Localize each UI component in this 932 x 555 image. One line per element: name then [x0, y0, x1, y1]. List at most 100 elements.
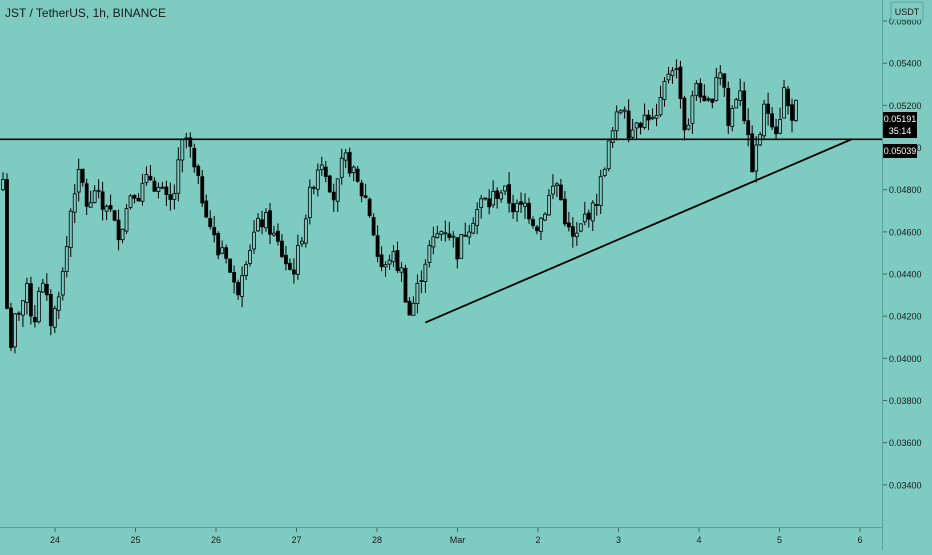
candle-body — [566, 222, 571, 228]
candle-body — [586, 212, 591, 220]
candle-body — [535, 226, 539, 232]
candle-body — [523, 202, 527, 207]
candle-body — [140, 182, 145, 202]
currency-box[interactable] — [890, 1, 924, 21]
candle-body — [13, 313, 17, 348]
candle-body — [383, 264, 388, 268]
price-scale[interactable]: 0.056000.054000.052000.050000.048000.046… — [883, 17, 922, 491]
candle-body — [622, 109, 627, 112]
candle-body — [200, 176, 205, 204]
candle-body — [658, 96, 663, 116]
candle-body — [682, 97, 687, 131]
candle-body — [706, 98, 711, 101]
candle-body — [630, 129, 635, 138]
candle-body — [539, 217, 543, 232]
x-tick-label: 27 — [291, 535, 301, 545]
candle-body — [291, 269, 296, 275]
candle-body — [551, 185, 555, 195]
candle-body — [547, 195, 551, 216]
candle-body — [339, 157, 344, 178]
candle-body — [64, 246, 69, 272]
candle-body — [427, 245, 432, 263]
candle-body — [515, 202, 519, 212]
candle-body — [654, 115, 659, 119]
candle-body — [172, 193, 177, 200]
candle-body — [68, 210, 73, 249]
candle-body — [694, 83, 699, 96]
candle-body — [204, 200, 209, 218]
candle-body — [531, 219, 535, 227]
candle-body — [371, 216, 376, 236]
candle-body — [730, 108, 735, 127]
candle-body — [72, 193, 77, 213]
candle-body — [503, 185, 508, 192]
candle-body — [399, 267, 404, 273]
candle-body — [132, 194, 137, 199]
candle-body — [288, 262, 292, 270]
candle-body — [160, 186, 165, 189]
time-scale[interactable]: 24 25 26 27 28 Mar 2 3 4 5 6 — [50, 528, 863, 545]
currency-label: USDT — [895, 7, 920, 17]
candle-body — [88, 202, 93, 208]
candle-body — [228, 258, 233, 273]
countdown-label: 35:14 — [889, 126, 912, 136]
x-tick-label: 3 — [616, 535, 621, 545]
candle-body — [176, 159, 181, 194]
candle-body — [116, 219, 121, 241]
candle-body — [555, 183, 559, 187]
candle-body — [244, 264, 248, 276]
candle-body — [108, 205, 113, 210]
y-tick-label: 0.05200 — [889, 101, 922, 111]
candle-body — [52, 308, 57, 328]
candle-body — [439, 231, 444, 235]
candle-body — [594, 204, 599, 206]
candle-body — [479, 198, 484, 208]
candle-body — [794, 99, 798, 121]
last-price-label: 0.05191 — [884, 114, 917, 124]
candle-body — [770, 113, 774, 128]
candle-body — [60, 270, 65, 296]
candle-body — [786, 88, 790, 107]
candle-body — [303, 218, 308, 244]
candle-body — [168, 194, 173, 200]
candle-body — [240, 275, 244, 297]
candle-body — [467, 231, 472, 238]
candle-body — [650, 116, 655, 120]
candle-body — [746, 120, 751, 136]
candle-body — [284, 254, 288, 265]
candle-body — [578, 223, 583, 232]
candle-body — [543, 213, 547, 221]
candle-body — [280, 240, 284, 258]
candle-body — [17, 312, 21, 315]
candle-body — [323, 166, 328, 177]
candle-body — [335, 178, 340, 202]
drawings-layer — [0, 138, 882, 324]
x-tick-label: 6 — [857, 535, 862, 545]
candle-body — [742, 90, 747, 122]
candle-body — [570, 226, 575, 237]
candle-body — [790, 104, 794, 121]
candle-body — [702, 95, 707, 102]
candle-body — [343, 152, 348, 161]
trendline[interactable] — [424, 138, 853, 324]
candle-body — [164, 186, 169, 195]
candle-body — [36, 290, 41, 323]
candle-body — [363, 195, 368, 198]
line-price-badge — [883, 144, 917, 158]
candle-body — [5, 179, 9, 309]
candle-body — [674, 68, 679, 71]
x-tick-label: 25 — [130, 535, 140, 545]
x-tick-label: 4 — [696, 535, 701, 545]
candle-body — [84, 183, 89, 207]
candle-body — [80, 168, 85, 183]
candle-body — [475, 209, 480, 226]
candle-body — [248, 250, 252, 264]
candle-body — [714, 77, 719, 101]
candle-body — [136, 197, 141, 202]
candle-body — [188, 137, 193, 147]
candle-body — [582, 213, 587, 223]
candle-body — [260, 219, 264, 228]
candle-body — [638, 122, 643, 128]
